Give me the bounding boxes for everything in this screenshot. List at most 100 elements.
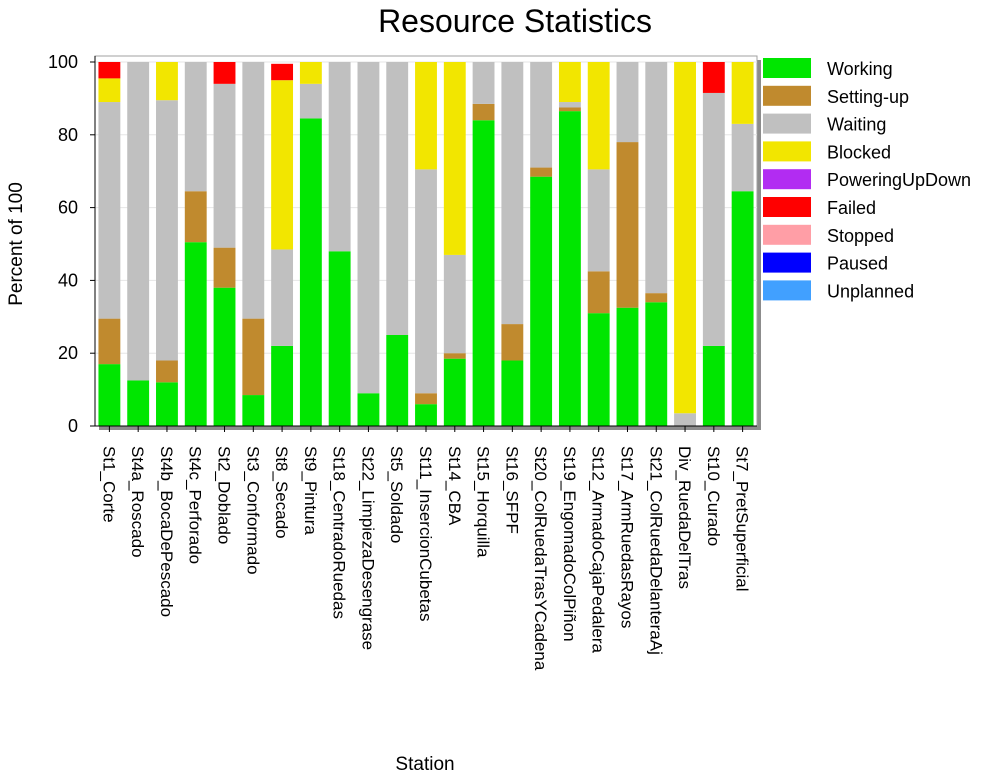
bar-segment-waiting [472,62,495,104]
legend: Working Setting-up Waiting Blocked PoweringU… [763,58,971,301]
x-tick-label: St15_Horquilla [474,446,493,558]
x-tick-label: St10_Curado [704,446,723,546]
bar-segment-working [443,358,466,426]
bar-segment-blocked [415,62,437,170]
bar-segment-waiting [242,62,265,319]
bar-segment-setting-up [184,191,207,243]
bar-segment-blocked [731,62,754,124]
bar-segment-blocked [443,62,466,255]
bar-segment-waiting [328,62,351,252]
bar-segment-waiting [443,254,466,354]
bar-segment-working [156,382,178,426]
x-tick-label: St4b_BocaDePescado [157,446,176,617]
x-tick-label: St3_Conformado [243,446,262,575]
bar-segment-waiting [184,62,207,192]
bar-segment-working [299,118,322,427]
bar-segment-failed [702,62,725,93]
legend-swatch [763,141,811,162]
bar-segment-waiting [415,169,437,394]
x-tick-label: St12_ArmadoCajaPedalera [589,446,608,654]
bar-segment-waiting [501,62,524,325]
legend-label: Blocked [827,142,891,162]
bar-segment-waiting [271,249,294,346]
bar-segment-setting-up [98,318,121,365]
bar-segment-setting-up [156,360,178,383]
x-tick-label: St2_Doblado [215,446,234,544]
bar-segment-blocked [299,62,322,84]
bar-segment-waiting [127,62,150,381]
x-tick-label: St17_ArmRuedasRayos [617,446,636,628]
bar-segment-waiting [98,102,121,319]
x-tick-label: St9_Pintura [301,446,320,535]
legend-swatch [763,58,811,78]
legend-label: Working [827,59,893,79]
x-tick-label: St22_LimpiezaDesengrase [358,446,377,650]
bar-segment-blocked [674,62,696,414]
x-tick-label: St4c_Perforado [186,446,205,564]
bar-segment-working [242,395,265,426]
bar-segment-working [271,345,294,426]
legend-swatch [763,197,811,217]
bar-segment-failed [98,62,121,79]
legend-swatch [763,280,811,301]
bar-segment-working [328,251,351,426]
bar-segment-setting-up [530,167,553,177]
legend-swatch [763,252,811,273]
bar-segment-blocked [271,80,294,250]
bar-segment-working [645,302,668,426]
bar-segment-setting-up [472,103,495,121]
legend-swatch [763,113,811,134]
x-tick-label: Div_RuedaDelTras [675,446,694,589]
bar-segment-working [587,313,610,426]
x-tick-label: St21_ColRuedaDelanteraAj [646,446,665,655]
legend-label: Stopped [827,226,894,246]
x-tick-label: St14_CBA [445,446,464,526]
x-tick-label: St4a_Roscado [128,446,147,558]
y-tick-label: 20 [58,343,78,363]
bar-segment-working [731,191,754,426]
bar-segment-working [472,120,495,427]
legend-label: Paused [827,254,888,274]
x-tick-label: St11_InsercionCubetas [416,446,435,621]
bar-segment-waiting [587,169,610,272]
bar-segment-waiting [530,62,553,168]
bar-segment-blocked [558,62,581,103]
bar-segment-waiting [299,83,322,119]
bar-segment-working [702,345,725,426]
legend-label: Setting-up [827,87,909,107]
bar-segment-setting-up [501,324,524,361]
bar-segment-failed [271,63,294,81]
bar-segment-working [501,360,524,426]
bar-segment-waiting [731,123,754,192]
legend-swatch [763,85,811,106]
bar-segment-working [616,307,639,426]
legend-label: Unplanned [827,281,914,301]
bar-segment-waiting [156,100,178,361]
y-tick-label: 100 [48,52,78,72]
bar-segment-waiting [674,413,696,426]
bar-segment-working [558,111,581,426]
bar-segment-working [213,287,236,426]
y-tick-label: 0 [68,416,78,436]
bar-segment-setting-up [645,293,668,303]
x-tick-label: St18_CentradoRuedas [330,446,349,619]
legend-label: PoweringUpDown [827,170,971,190]
bar-segment-setting-up [415,393,437,405]
bar-segment-setting-up [213,247,236,288]
x-tick-label: St8_Secado [272,446,291,539]
bar-segment-waiting [213,83,236,248]
bar-segment-working [184,242,207,426]
bar-segment-working [386,335,409,426]
y-axis-label: Percent of 100 [6,182,27,306]
bar-segment-working [357,393,380,426]
bar-segment-waiting [357,62,380,394]
bar-segment-waiting [558,102,581,108]
legend-label: Failed [827,198,876,218]
x-tick-label: St16_SFPF [502,446,521,534]
x-tick-label: St7_PretSuperficial [733,446,752,592]
bar-segment-waiting [616,62,639,143]
bar-segment-working [98,364,121,426]
bar-segment-blocked [156,62,178,101]
legend-swatch [763,169,811,190]
